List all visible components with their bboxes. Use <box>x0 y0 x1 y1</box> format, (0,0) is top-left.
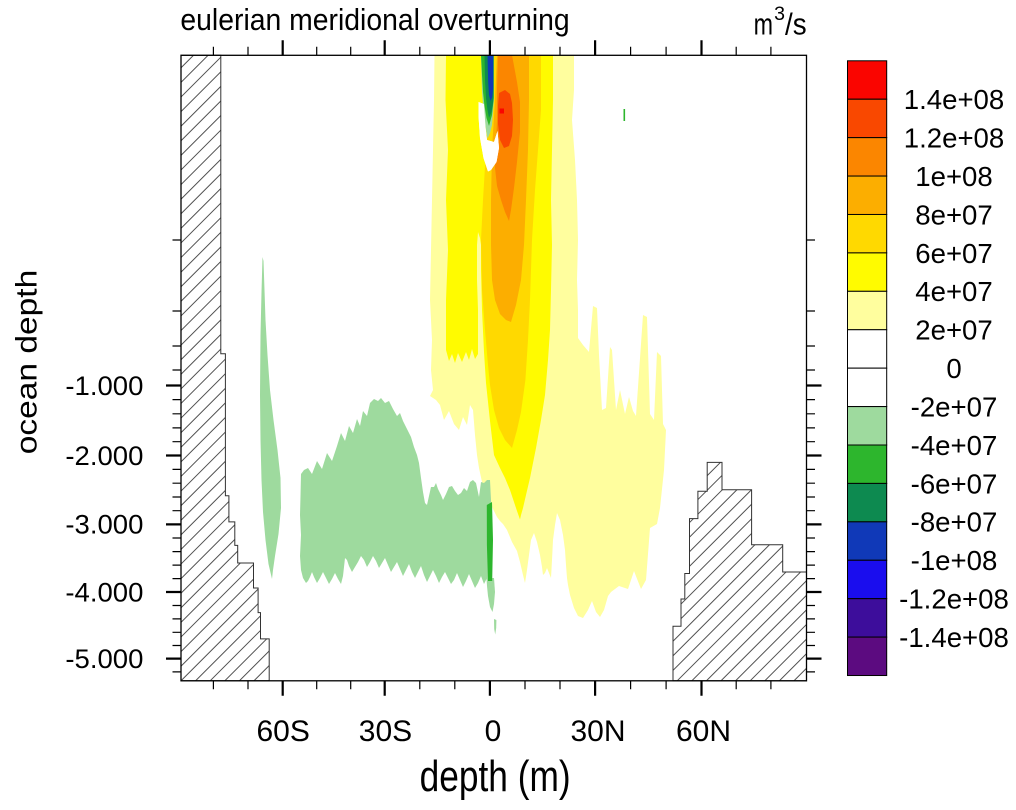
svg-text:-3.000: -3.000 <box>65 510 143 540</box>
svg-text:depth (m): depth (m) <box>420 752 571 801</box>
svg-text:-4e+07: -4e+07 <box>911 430 998 461</box>
svg-text:eulerian meridional overturnin: eulerian meridional overturning <box>180 2 569 37</box>
svg-text:60N: 60N <box>676 715 731 748</box>
svg-text:0: 0 <box>485 715 502 748</box>
svg-text:-1e+08: -1e+08 <box>911 545 998 576</box>
svg-text:-1.4e+08: -1.4e+08 <box>899 622 1009 653</box>
svg-text:8e+07: 8e+07 <box>915 199 993 230</box>
svg-text:60S: 60S <box>257 715 310 748</box>
svg-text:/s: /s <box>785 7 807 42</box>
svg-text:-8e+07: -8e+07 <box>911 507 998 538</box>
svg-text:30N: 30N <box>570 715 625 748</box>
svg-text:ocean depth: ocean depth <box>11 270 44 455</box>
svg-text:6e+07: 6e+07 <box>915 238 993 269</box>
svg-text:-5.000: -5.000 <box>65 644 143 674</box>
svg-text:2e+07: 2e+07 <box>915 315 993 346</box>
svg-text:30S: 30S <box>359 715 412 748</box>
svg-text:-1.000: -1.000 <box>65 371 143 401</box>
svg-text:-4.000: -4.000 <box>65 577 143 607</box>
svg-text:3: 3 <box>774 3 785 25</box>
svg-text:-2.000: -2.000 <box>65 441 143 471</box>
svg-text:1e+08: 1e+08 <box>915 161 993 192</box>
svg-text:1.4e+08: 1.4e+08 <box>904 84 1005 115</box>
svg-text:-2e+07: -2e+07 <box>911 392 998 423</box>
svg-text:1.2e+08: 1.2e+08 <box>904 123 1005 154</box>
svg-text:4e+07: 4e+07 <box>915 276 993 307</box>
svg-text:-6e+07: -6e+07 <box>911 468 998 499</box>
svg-text:0: 0 <box>946 353 961 384</box>
svg-text:-1.2e+08: -1.2e+08 <box>899 584 1009 615</box>
svg-text:m: m <box>754 7 773 42</box>
